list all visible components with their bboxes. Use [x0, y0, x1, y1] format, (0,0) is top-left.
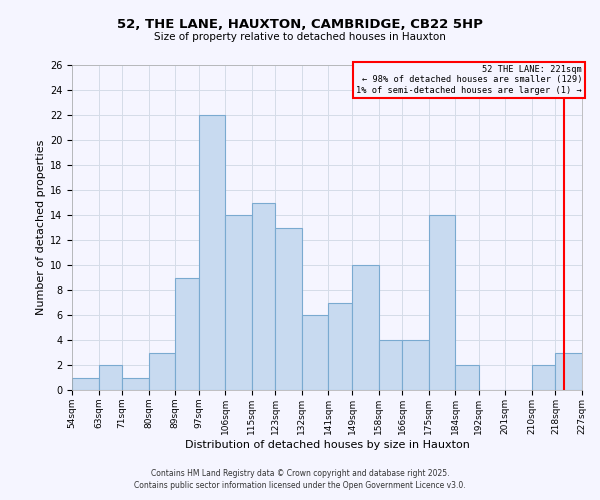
Bar	[455, 365, 479, 390]
X-axis label: Distribution of detached houses by size in Hauxton: Distribution of detached houses by size …	[185, 440, 469, 450]
Bar	[225, 215, 252, 390]
Bar	[352, 265, 379, 390]
Text: Contains public sector information licensed under the Open Government Licence v3: Contains public sector information licen…	[134, 481, 466, 490]
Text: Contains HM Land Registry data © Crown copyright and database right 2025.: Contains HM Land Registry data © Crown c…	[151, 468, 449, 477]
Y-axis label: Number of detached properties: Number of detached properties	[35, 140, 46, 315]
Text: 52 THE LANE: 221sqm
← 98% of detached houses are smaller (129)
1% of semi-detach: 52 THE LANE: 221sqm ← 98% of detached ho…	[356, 65, 582, 95]
Bar	[328, 302, 352, 390]
Bar	[275, 228, 302, 390]
Bar	[149, 352, 175, 390]
Bar	[98, 365, 122, 390]
Text: Size of property relative to detached houses in Hauxton: Size of property relative to detached ho…	[154, 32, 446, 42]
Bar	[532, 365, 556, 390]
Bar	[429, 215, 455, 390]
Bar	[379, 340, 402, 390]
Bar	[302, 315, 328, 390]
Bar	[402, 340, 429, 390]
Text: 52, THE LANE, HAUXTON, CAMBRIDGE, CB22 5HP: 52, THE LANE, HAUXTON, CAMBRIDGE, CB22 5…	[117, 18, 483, 30]
Bar	[122, 378, 149, 390]
Bar	[252, 202, 275, 390]
Bar	[175, 278, 199, 390]
Bar	[199, 115, 225, 390]
Bar	[72, 378, 98, 390]
Bar	[556, 352, 582, 390]
